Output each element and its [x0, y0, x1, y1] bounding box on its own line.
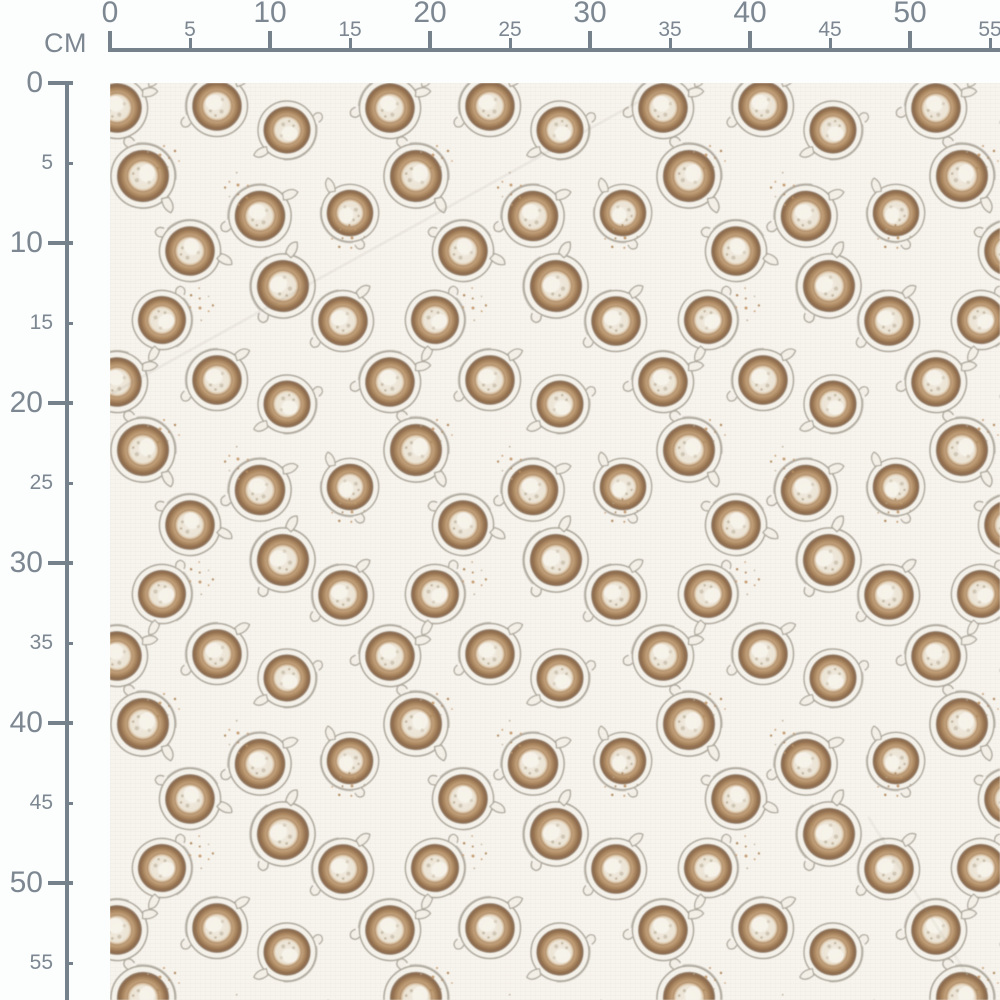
- ruler-left-tick-label: 40: [9, 706, 43, 739]
- pattern-fill: [110, 83, 1000, 1000]
- ruler-left-tick: [48, 401, 73, 405]
- ruler-left-tick: [48, 881, 73, 885]
- ruler-top-tick-label: 30: [573, 0, 607, 29]
- ruler-left-tick: [65, 161, 73, 165]
- ruler-top-tick: [908, 31, 912, 52]
- fabric-swatch: [110, 83, 1000, 1000]
- ruler-top-tick-label: 50: [893, 0, 927, 29]
- ruler-left-tick-label: 20: [9, 386, 43, 419]
- ruler-left-tick-label: 35: [29, 631, 53, 654]
- ruler-top-tick-label: 35: [658, 18, 682, 41]
- ruler-left-tick-label: 5: [41, 151, 53, 174]
- ruler-top-tick-label: 10: [253, 0, 287, 29]
- ruler-left-tick: [65, 321, 73, 325]
- ruler-left-tick-label: 30: [9, 546, 43, 579]
- ruler-left-tick: [48, 241, 73, 245]
- ruler-unit-label: CM: [44, 28, 87, 58]
- ruler-top-tick-label: 25: [498, 18, 522, 41]
- ruler-left-tick-label: 10: [9, 226, 43, 259]
- pattern-svg: [110, 83, 1000, 1000]
- ruler-top-tick: [668, 38, 672, 52]
- ruler-top-tick-label: 5: [184, 18, 196, 41]
- ruler-left-tick: [48, 81, 73, 85]
- ruler-left-tick: [48, 561, 73, 565]
- ruler-left-tick: [65, 481, 73, 485]
- ruler-left-tick-label: 50: [9, 866, 43, 899]
- ruler-top-tick-label: 15: [338, 18, 362, 41]
- ruler-top-tick: [268, 31, 272, 52]
- ruler-top-tick: [188, 38, 192, 52]
- ruler-top-tick-label: 0: [101, 0, 119, 29]
- ruler-left-tick: [65, 801, 73, 805]
- ruler-left-line: [65, 81, 69, 1000]
- ruler-left-tick-label: 25: [29, 471, 53, 494]
- ruler-top-tick: [748, 31, 752, 52]
- ruler-left-tick-label: 15: [29, 311, 53, 334]
- ruler-top-tick-label: 55: [978, 18, 1000, 41]
- ruler-left-tick: [65, 641, 73, 645]
- ruler-top-tick-label: 45: [818, 18, 842, 41]
- ruler-top-tick-label: 20: [413, 0, 447, 29]
- ruler-left-tick-label: 45: [29, 791, 53, 814]
- ruler-top-tick: [108, 31, 112, 52]
- ruler-top-tick: [988, 38, 992, 52]
- ruler-top-tick: [508, 38, 512, 52]
- ruler-top-tick: [828, 38, 832, 52]
- ruler-top-tick: [588, 31, 592, 52]
- ruler-top-line: [108, 48, 1000, 52]
- ruler-top-tick: [428, 31, 432, 52]
- ruler-top-tick-label: 40: [733, 0, 767, 29]
- ruler-left-tick-label: 55: [29, 951, 53, 974]
- ruler-left-tick: [65, 961, 73, 965]
- ruler-top-tick: [348, 38, 352, 52]
- ruler-left-tick-label: 0: [26, 66, 43, 99]
- ruler-left-tick: [48, 721, 73, 725]
